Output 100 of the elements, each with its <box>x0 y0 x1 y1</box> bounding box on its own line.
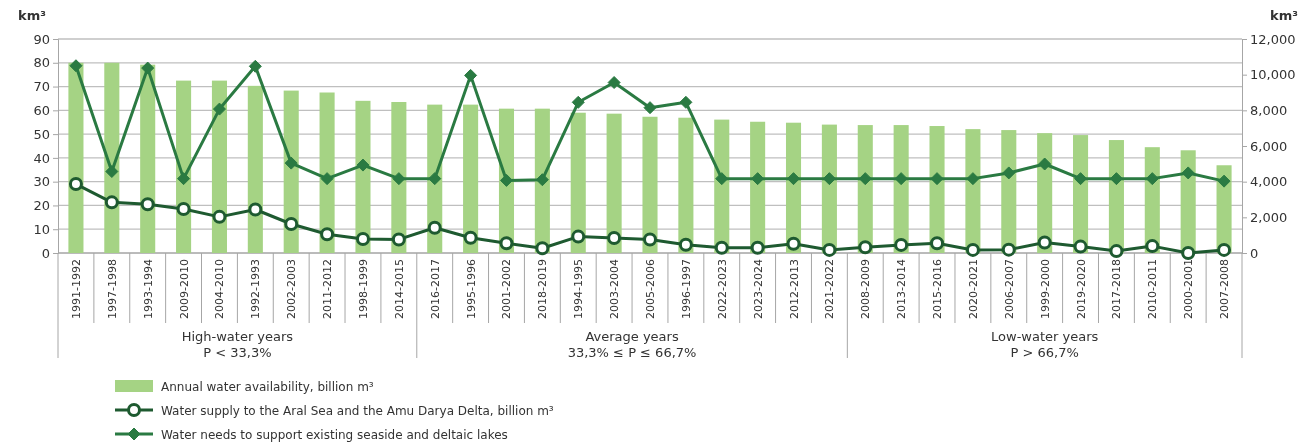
x-tick-label: 2023-2024 <box>751 259 765 319</box>
point <box>607 76 621 90</box>
point <box>391 232 406 247</box>
x-tick-label: 2016-2017 <box>428 259 442 319</box>
x-tick-label: 2003-2004 <box>608 259 622 319</box>
x-tick-label: 1996-1997 <box>679 259 693 319</box>
bar <box>570 112 586 253</box>
x-tick-label: 2001-2002 <box>500 259 514 319</box>
point <box>607 231 622 246</box>
x-tick-label: 1997-1998 <box>105 259 119 319</box>
point <box>679 95 693 109</box>
y2-tick-label: 12,000 <box>1250 31 1296 47</box>
x-tick-label: 2018-2019 <box>536 259 550 319</box>
point <box>105 165 119 178</box>
point <box>1217 174 1231 188</box>
x-tick-label: 2007-2008 <box>1218 259 1232 319</box>
x-tick-label: 1993-1994 <box>141 259 155 319</box>
y2-tick-label: 4,000 <box>1250 174 1288 190</box>
y2-tick-label: 0 <box>1250 245 1259 261</box>
point <box>750 240 765 255</box>
point <box>212 102 226 116</box>
x-tick-label: 1991-1992 <box>69 259 83 319</box>
y-tick-label: 10 <box>33 221 50 237</box>
x-tick-label: 2008-2009 <box>859 259 873 319</box>
x-tick-label: 2004-2010 <box>213 259 227 319</box>
point <box>464 68 478 82</box>
y-tick-label: 0 <box>41 245 50 261</box>
point <box>535 241 550 256</box>
point <box>894 237 909 252</box>
x-tick-label: 2013-2014 <box>895 259 909 319</box>
legend-label: Water supply to the Aral Sea and the Amu Darya Delta, billion m³ <box>161 404 554 418</box>
point <box>858 240 873 255</box>
point <box>427 220 442 235</box>
point <box>141 61 155 75</box>
point <box>284 156 298 170</box>
point <box>176 202 191 216</box>
point <box>678 237 693 252</box>
x-tick-label: 1994-1995 <box>572 259 586 319</box>
x-tick-label: 2019-2020 <box>1074 259 1088 319</box>
point <box>966 172 980 186</box>
point <box>177 172 191 186</box>
y-axis-title: km³ <box>18 8 46 23</box>
x-tick-label: 2020-2021 <box>966 259 980 319</box>
point <box>499 173 513 187</box>
x-tick-label: 1999-2000 <box>1038 259 1052 319</box>
x-tick-label: 2022-2023 <box>715 259 729 319</box>
bar <box>247 85 263 253</box>
x-tick-label: 2015-2016 <box>931 259 945 319</box>
bar <box>678 117 694 253</box>
text: Low-water years P > 66,7% <box>991 329 1099 360</box>
point <box>643 101 657 115</box>
point <box>1038 157 1052 171</box>
y-tick-label: 50 <box>33 126 50 142</box>
point <box>1145 239 1160 254</box>
point <box>463 230 478 245</box>
point <box>787 172 801 186</box>
point <box>140 197 155 212</box>
y-tick-label: 30 <box>33 174 50 190</box>
point <box>822 242 837 257</box>
x-tick-label: 2012-2013 <box>787 259 801 319</box>
x-tick-label: 2021-2022 <box>823 259 837 319</box>
point <box>248 202 263 217</box>
point <box>1001 242 1016 257</box>
point <box>715 172 729 186</box>
point <box>894 172 908 186</box>
bar <box>463 104 479 253</box>
text: High-water years P < 33,3% <box>181 329 294 360</box>
point <box>930 172 944 186</box>
x-tick-label: 2006-2007 <box>1002 259 1016 319</box>
legend-label: Water needs to support existing seaside and deltaic lakes <box>161 428 508 442</box>
point <box>428 172 442 186</box>
point <box>571 95 585 109</box>
y2-tick-label: 2,000 <box>1250 209 1288 225</box>
x-tick-label: 1992-1993 <box>249 259 263 319</box>
x-tick-label: 2010-2011 <box>1146 259 1160 319</box>
x-tick-label: 2011-2012 <box>321 259 335 319</box>
y2-tick-label: 8,000 <box>1250 102 1288 118</box>
x-tick-label: 1995-1996 <box>464 259 478 319</box>
point <box>1181 246 1196 260</box>
bar <box>642 116 658 253</box>
y2-tick-label: 6,000 <box>1250 138 1288 154</box>
point <box>248 59 262 73</box>
bar <box>606 113 622 253</box>
point <box>822 172 836 186</box>
x-tick-label: 2014-2015 <box>392 259 406 319</box>
point <box>320 227 335 242</box>
point <box>571 229 586 244</box>
y-tick-label: 90 <box>33 31 50 47</box>
y2-tick-label: 10,000 <box>1250 67 1296 83</box>
point <box>930 236 945 251</box>
point <box>643 232 657 247</box>
point <box>1109 172 1123 186</box>
point <box>320 172 334 186</box>
x-tick-label: 2000-2001 <box>1182 259 1196 319</box>
point <box>751 172 765 186</box>
x-tick-label: 2009-2010 <box>177 259 191 319</box>
point <box>284 217 299 231</box>
point <box>1109 244 1124 259</box>
x-tick-label: 2005-2006 <box>644 259 657 319</box>
text: Average years 33,3% ≤ P ≤ 66,7% <box>567 329 697 360</box>
